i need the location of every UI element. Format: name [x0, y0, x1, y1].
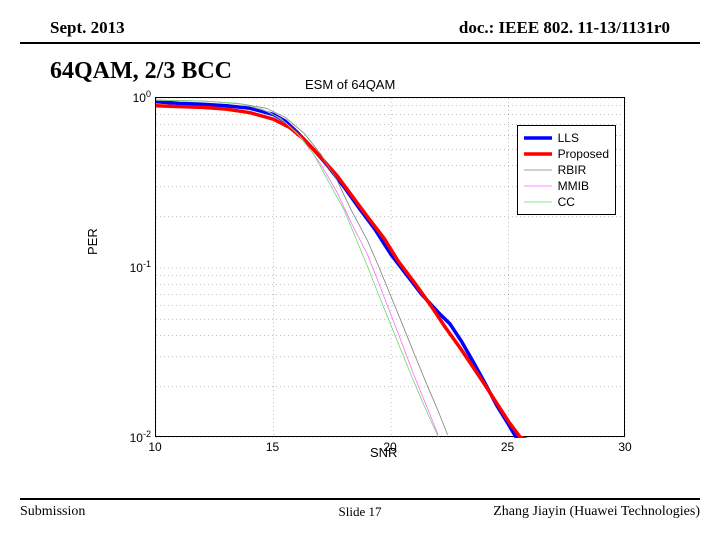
- chart-legend: LLS Proposed RBIR MMIB CC: [517, 125, 616, 215]
- footer-center: Slide 17: [339, 504, 382, 520]
- chart-xtick: 20: [383, 440, 396, 454]
- chart-ytick: 10-2: [101, 429, 151, 445]
- slide-header: Sept. 2013 doc.: IEEE 802. 11-13/1131r0: [20, 0, 700, 44]
- chart-xtick: 25: [501, 440, 514, 454]
- header-doc: doc.: IEEE 802. 11-13/1131r0: [459, 18, 670, 38]
- footer-left: Submission: [20, 504, 85, 520]
- legend-item: Proposed: [524, 146, 609, 162]
- legend-item: MMIB: [524, 178, 609, 194]
- chart-container: ESM of 64QAM PER SNR LLSProposedRBIRMMIB…: [95, 85, 655, 465]
- chart-ytick: 100: [101, 89, 151, 105]
- slide-footer: Submission Slide 17 Zhang Jiayin (Huawei…: [20, 498, 700, 520]
- legend-label: Proposed: [558, 147, 609, 161]
- legend-label: LLS: [558, 131, 579, 145]
- chart-xtick: 30: [618, 440, 631, 454]
- chart-ytick: 10-1: [101, 259, 151, 275]
- legend-label: MMIB: [558, 179, 589, 193]
- chart-title: ESM of 64QAM: [305, 77, 395, 92]
- footer-right: Zhang Jiayin (Huawei Technologies): [493, 504, 700, 520]
- legend-item: CC: [524, 194, 609, 210]
- chart-plot-area: LLS Proposed RBIR MMIB CC: [155, 97, 625, 437]
- legend-item: LLS: [524, 130, 609, 146]
- legend-label: CC: [558, 195, 575, 209]
- legend-item: RBIR: [524, 162, 609, 178]
- chart-ylabel: PER: [85, 228, 100, 255]
- header-date: Sept. 2013: [50, 18, 125, 38]
- chart-xtick: 15: [266, 440, 279, 454]
- legend-label: RBIR: [558, 163, 587, 177]
